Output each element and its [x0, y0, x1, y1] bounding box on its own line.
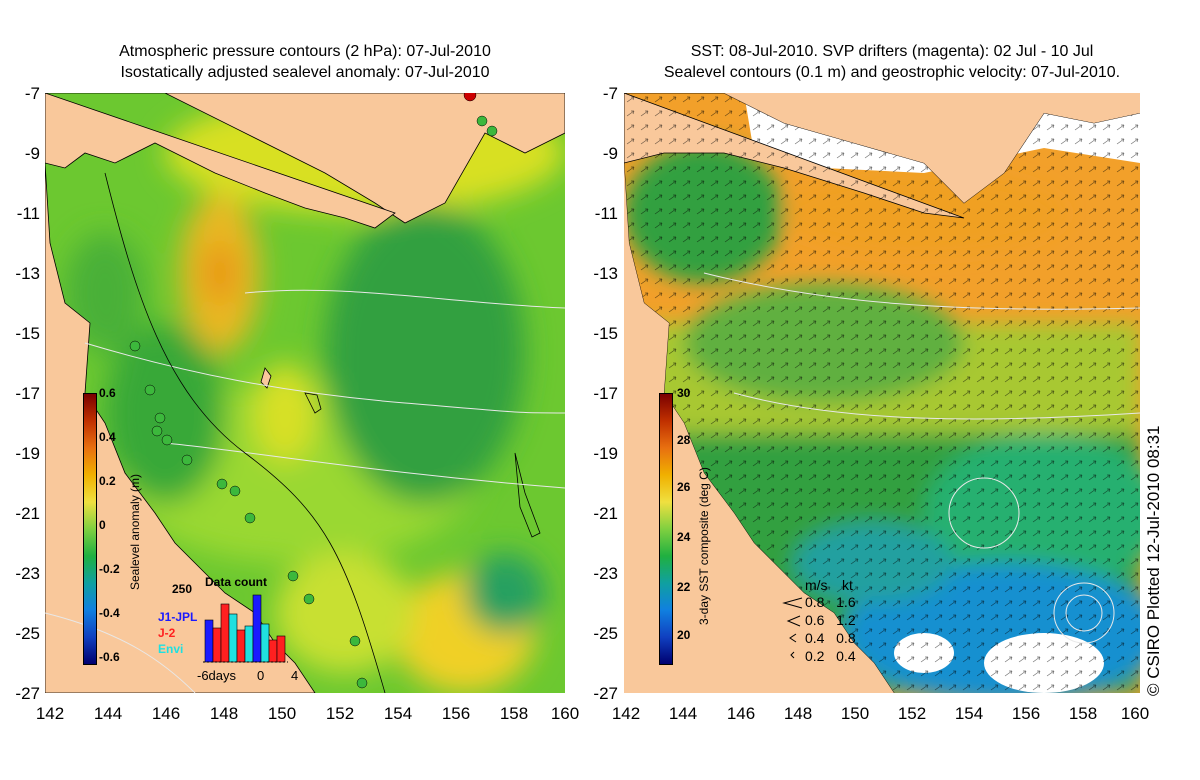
- x-tick-left: 158: [499, 704, 529, 723]
- y-tick-right: -19: [593, 444, 618, 463]
- x-tick-left: 144: [93, 704, 123, 723]
- right-title-line2: Sealevel contours (0.1 m) and geostrophi…: [663, 64, 1121, 81]
- y-tick-left: -25: [15, 624, 40, 643]
- y-tick-right: -23: [593, 564, 618, 583]
- data-count-x-min: -6days: [197, 668, 237, 683]
- x-tick-left: 156: [441, 704, 471, 723]
- data-count-ymax: 250: [172, 582, 193, 596]
- y-tick-right: -9: [602, 144, 618, 163]
- sst-map-graphic: [624, 93, 1140, 693]
- y-tick-right: -17: [593, 384, 618, 403]
- sealevel-tick: -0.6: [99, 650, 120, 664]
- legend-j2: J-2: [158, 626, 176, 640]
- y-tick-right: -11: [594, 204, 618, 223]
- vector-key-row: 0.2 0.4: [805, 648, 856, 664]
- sealevel-tick: 0: [99, 518, 106, 532]
- vector-key-header-ms: m/s: [805, 577, 828, 593]
- sst-colorbar-title: 3-day SST composite (deg C): [697, 467, 711, 625]
- y-tick-left: -27: [15, 684, 40, 703]
- y-tick-right: -21: [593, 504, 618, 523]
- y-tick-left: -11: [16, 204, 40, 223]
- x-tick-right: 146: [726, 704, 756, 723]
- y-tick-left: -9: [24, 144, 40, 163]
- x-tick-right: 150: [840, 704, 870, 723]
- y-tick-right: -13: [593, 264, 618, 283]
- vector-key-arrows: [782, 597, 803, 659]
- sealevel-colorbar: [83, 393, 97, 665]
- sealevel-tick: -0.2: [99, 562, 120, 576]
- x-tick-right: 160: [1120, 704, 1150, 723]
- right-title-line1: SST: 08-Jul-2010. SVP drifters (magenta)…: [690, 43, 1094, 60]
- y-tick-left: -17: [15, 384, 40, 403]
- sealevel-map-graphic: [45, 93, 565, 693]
- x-tick-right: 158: [1068, 704, 1098, 723]
- x-tick-right: 152: [897, 704, 927, 723]
- data-count-x-zero: 0: [257, 668, 265, 683]
- sst-colorbar: [659, 393, 673, 665]
- x-tick-right: 144: [668, 704, 698, 723]
- y-tick-left: -19: [15, 444, 40, 463]
- x-tick-left: 152: [325, 704, 355, 723]
- left-title-line1: Atmospheric pressure contours (2 hPa): 0…: [119, 43, 491, 60]
- x-tick-left: 154: [383, 704, 413, 723]
- vector-key-row: 0.4 0.8: [805, 630, 856, 646]
- sst-tick: 24: [677, 530, 691, 544]
- sst-tick: 30: [677, 386, 691, 400]
- sealevel-anomaly-map: [45, 93, 565, 693]
- legend-envi: Envi: [158, 642, 184, 656]
- y-tick-right: -15: [593, 324, 618, 343]
- left-title-line2: Isostatically adjusted sealevel anomaly:…: [120, 64, 490, 81]
- y-tick-right: -7: [602, 84, 618, 103]
- x-tick-right: 142: [611, 704, 641, 723]
- sealevel-tick: 0.6: [99, 386, 116, 400]
- sst-map: [624, 93, 1140, 693]
- y-tick-left: -7: [24, 84, 40, 103]
- sealevel-tick: 0.4: [99, 430, 116, 444]
- data-count-bars: [203, 594, 288, 663]
- x-tick-left: 150: [267, 704, 297, 723]
- data-count-title: Data count: [205, 575, 268, 589]
- sealevel-tick: -0.4: [99, 606, 120, 620]
- data-count-x-max: 4: [291, 668, 299, 683]
- x-tick-right: 148: [783, 704, 813, 723]
- x-tick-left: 160: [550, 704, 580, 723]
- sst-tick: 22: [677, 580, 691, 594]
- sst-tick: 28: [677, 433, 691, 447]
- x-tick-left: 148: [209, 704, 239, 723]
- vector-key-header-kt: kt: [842, 577, 853, 593]
- sealevel-colorbar-title: Sealevel anomaly (m): [128, 473, 142, 590]
- vector-key-row: 0.8 1.6: [805, 594, 856, 610]
- plot-credit: © CSIRO Plotted 12-Jul-2010 08:31: [1144, 425, 1163, 696]
- y-tick-left: -21: [15, 504, 40, 523]
- x-tick-left: 146: [151, 704, 181, 723]
- y-tick-left: -23: [15, 564, 40, 583]
- y-tick-right: -27: [593, 684, 618, 703]
- sst-tick: 26: [677, 480, 691, 494]
- x-tick-right: 154: [954, 704, 984, 723]
- vector-key-row: 0.6 1.2: [805, 612, 856, 628]
- y-tick-left: -13: [15, 264, 40, 283]
- x-tick-left: 142: [35, 704, 65, 723]
- y-tick-left: -15: [15, 324, 40, 343]
- sst-tick: 20: [677, 628, 691, 642]
- x-tick-right: 156: [1011, 704, 1041, 723]
- y-tick-right: -25: [593, 624, 618, 643]
- sealevel-tick: 0.2: [99, 474, 116, 488]
- legend-j1-jpl: J1-JPL: [158, 610, 198, 624]
